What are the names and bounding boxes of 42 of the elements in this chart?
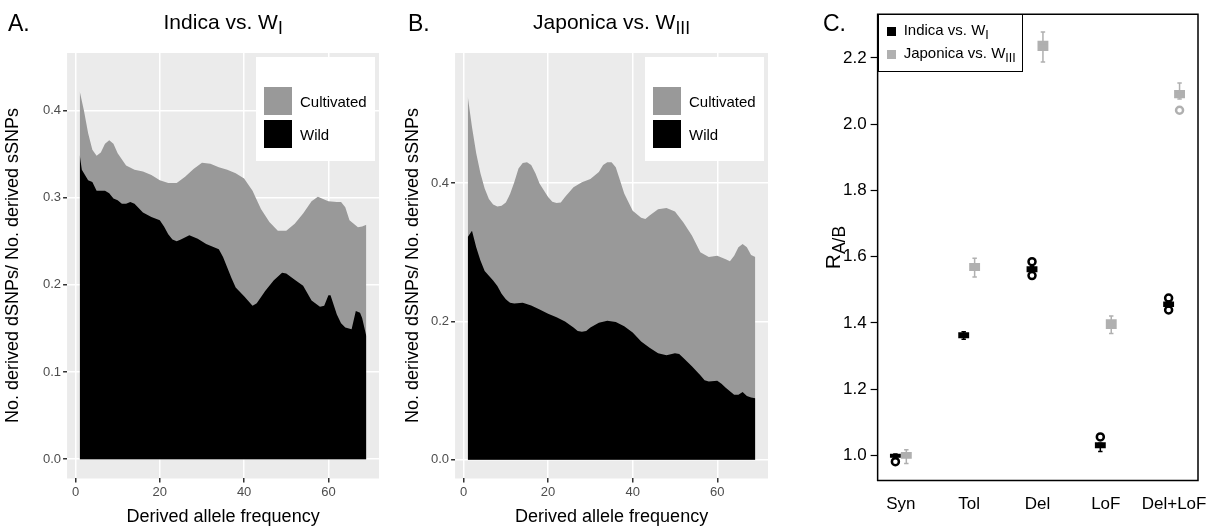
y-tick-label: 0.3 bbox=[42, 189, 62, 205]
legend-label: Indica vs. W$_{I}$ bbox=[903, 21, 989, 43]
x-tick-label: 60 bbox=[321, 483, 336, 499]
x-axis-title: Derived allele frequency bbox=[126, 506, 320, 528]
y-tick-label: 1.0 bbox=[842, 445, 867, 465]
chart-title: Indica vs. W$_{I}$ bbox=[163, 10, 283, 40]
x-tick-label: 20 bbox=[152, 483, 168, 499]
text: B. bbox=[408, 10, 430, 37]
legend-label: Cultivated bbox=[689, 92, 756, 110]
x-tick-label: 40 bbox=[625, 483, 640, 499]
legend-label: Japonica vs. W$_{III}$ bbox=[903, 44, 1016, 66]
x-axis-title: Derived allele frequency bbox=[515, 506, 709, 528]
y-tick-label: 0.2 bbox=[430, 312, 450, 328]
x-tick-label: LoF bbox=[1091, 494, 1121, 514]
y-axis-title: No. derived dSNPs/ No. derived sSNPs bbox=[401, 108, 423, 424]
x-tick-label: Syn bbox=[886, 494, 916, 514]
y-tick-label: 2.2 bbox=[842, 47, 867, 67]
x-tick-label: Del bbox=[1024, 494, 1051, 514]
text: A. bbox=[8, 10, 30, 37]
x-tick-label: 0 bbox=[71, 483, 80, 499]
y-tick-label: 1.4 bbox=[842, 312, 867, 332]
y-tick-label: 2.0 bbox=[842, 113, 867, 133]
x-tick-label: 0 bbox=[459, 483, 468, 499]
x-tick-label: Tol bbox=[958, 494, 981, 514]
legend-label: Cultivated bbox=[300, 92, 367, 110]
x-tick-label: Del+LoF bbox=[1141, 494, 1207, 514]
y-tick-label: 1.8 bbox=[842, 180, 867, 200]
text: C. bbox=[823, 10, 846, 37]
x-tick-label: 20 bbox=[540, 483, 556, 499]
y-tick-label: 0.4 bbox=[430, 174, 450, 190]
x-tick-label: 60 bbox=[710, 483, 725, 499]
y-tick-label: 0.0 bbox=[430, 451, 450, 467]
y-tick-label: 1.2 bbox=[842, 378, 867, 398]
y-tick-label: 0.1 bbox=[42, 363, 62, 379]
y-tick-label: 0.4 bbox=[42, 102, 62, 118]
y-tick-label: 0.0 bbox=[42, 450, 62, 466]
y-tick-label: 0.2 bbox=[42, 276, 62, 292]
chart-title: Japonica vs. W$_{III}$ bbox=[533, 10, 691, 40]
legend-label: Wild bbox=[300, 125, 330, 143]
x-tick-label: 40 bbox=[236, 483, 252, 499]
legend-label: Wild bbox=[689, 125, 719, 143]
y-axis-title: No. derived dSNPs/ No. derived sSNPs bbox=[1, 108, 23, 424]
